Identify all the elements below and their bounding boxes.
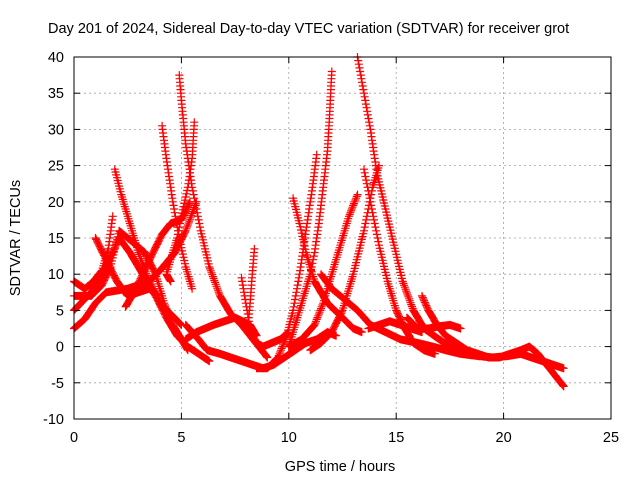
data-points-arc-24 [418, 291, 568, 391]
y-axis-label: SDTVAR / TECUs [8, 180, 24, 296]
x-tick-label: 0 [70, 430, 78, 446]
y-tick-label: 0 [56, 340, 64, 356]
y-tick-label: -10 [43, 412, 64, 428]
series-layer [70, 53, 568, 391]
x-axis-label: GPS time / hours [285, 459, 395, 475]
series-arc-25 [364, 317, 426, 337]
y-tick-label: 15 [48, 231, 64, 247]
y-tick-label: 40 [48, 50, 64, 66]
y-tick-label: 25 [48, 159, 64, 175]
x-tick-label: 25 [603, 430, 619, 446]
data-points-arc-25 [364, 317, 426, 337]
series-arc-14 [244, 244, 259, 329]
series-arc-18 [284, 67, 336, 351]
x-tick-label: 10 [281, 430, 297, 446]
y-tick-label: 5 [56, 303, 64, 319]
y-tick-label: 10 [48, 267, 64, 283]
x-axis: 0 5 10 15 20 25 [70, 57, 619, 446]
y-tick-label: -5 [51, 376, 64, 392]
data-points-arc-14 [244, 244, 259, 329]
x-tick-label: 5 [177, 430, 185, 446]
y-tick-label: 35 [48, 86, 64, 102]
data-points-arc-15 [252, 150, 321, 373]
y-tick-label: 20 [48, 195, 64, 211]
data-points-arc-11 [162, 118, 199, 286]
x-tick-label: 20 [496, 430, 512, 446]
data-points-arc-18 [284, 67, 336, 351]
y-axis: -10 -5 0 5 10 15 20 25 30 35 40 [43, 50, 611, 428]
series-arc-11 [162, 118, 199, 286]
x-tick-label: 15 [388, 430, 404, 446]
y-tick-label: 30 [48, 122, 64, 138]
grid [74, 57, 611, 419]
series-arc-15 [252, 150, 321, 373]
series-arc-24 [418, 291, 568, 391]
chart-title: Day 201 of 2024, Sidereal Day-to-day VTE… [48, 21, 569, 37]
